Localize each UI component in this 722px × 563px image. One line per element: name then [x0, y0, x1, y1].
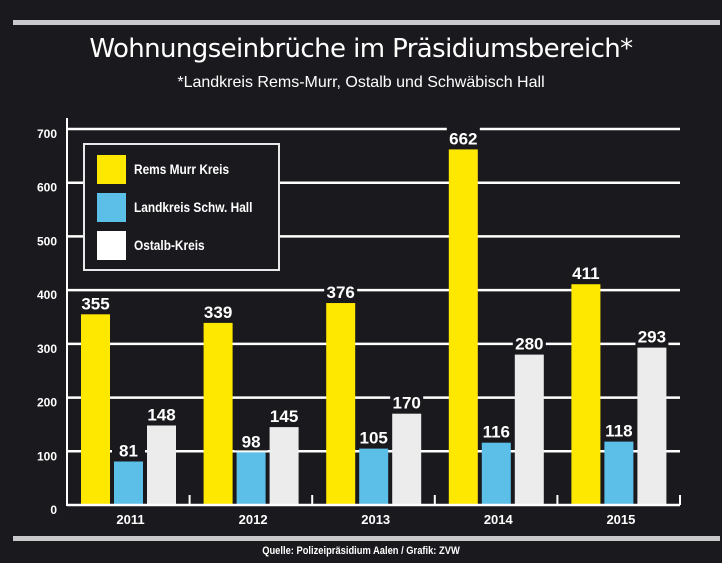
x-tick-label: 2015	[606, 512, 635, 527]
data-label: 98	[242, 432, 261, 451]
x-tick-label: 2014	[484, 512, 514, 527]
bar	[392, 413, 422, 505]
legend-swatch-rems-murr	[97, 154, 126, 184]
legend: Rems Murr Kreis Landkreis Schw. Hall Ost…	[83, 143, 280, 271]
data-label-bg	[267, 405, 301, 426]
data-label: 116	[483, 423, 510, 442]
bar	[481, 442, 511, 505]
data-label-bg	[201, 300, 235, 321]
y-tick-label: 0	[50, 503, 57, 517]
data-label: 376	[327, 283, 355, 302]
data-label-bg	[324, 281, 358, 302]
y-tick-label: 600	[37, 181, 57, 195]
data-label: 411	[572, 264, 599, 283]
legend-label: Ostalb-Kreis	[134, 237, 205, 253]
bar	[637, 347, 667, 505]
data-label-bg	[446, 127, 480, 148]
bar	[514, 354, 544, 505]
chart-title: Wohnungseinbrüche im Präsidiumsbereich*	[89, 34, 633, 64]
data-label-bg	[357, 426, 391, 447]
x-tick-label: 2012	[239, 512, 268, 527]
bar	[236, 452, 266, 505]
data-label-bg	[512, 332, 546, 353]
data-label: 81	[119, 441, 138, 460]
data-label: 118	[605, 422, 632, 441]
data-label: 280	[515, 335, 543, 354]
data-label-bg	[479, 420, 513, 441]
chart-subtitle: *Landkreis Rems-Murr, Ostalb und Schwäbi…	[177, 74, 545, 91]
bar	[571, 284, 601, 505]
legend-swatch-schw-hall	[97, 192, 126, 222]
bottom-rule	[13, 536, 720, 541]
data-label: 293	[638, 328, 666, 347]
bar	[326, 303, 356, 505]
data-label: 355	[81, 294, 109, 313]
data-label: 148	[147, 406, 175, 425]
legend-item-ostalb: Ostalb-Kreis	[97, 230, 214, 260]
bar	[269, 427, 299, 505]
legend-item-schw-hall: Landkreis Schw. Hall	[97, 192, 269, 222]
data-label-bg	[602, 419, 636, 440]
data-label: 145	[270, 407, 298, 426]
data-label: 339	[204, 303, 232, 322]
legend-item-rems-murr: Rems Murr Kreis	[97, 154, 242, 184]
bar	[147, 425, 176, 505]
data-label-bg	[234, 430, 268, 451]
top-rule	[13, 20, 720, 25]
data-label-bg	[635, 325, 669, 346]
y-tick-label: 400	[37, 288, 57, 302]
y-tick-label: 500	[37, 234, 57, 248]
bar	[448, 149, 478, 505]
y-tick-label: 300	[37, 342, 57, 356]
source-credit: Quelle: Polizeipräsidium Aalen / Grafik:…	[262, 545, 460, 557]
x-tick-label: 2011	[116, 512, 144, 527]
data-label: 170	[393, 394, 421, 413]
legend-label: Rems Murr Kreis	[134, 161, 230, 177]
bar	[114, 461, 143, 505]
bar	[203, 322, 233, 505]
y-tick-label: 200	[37, 396, 57, 410]
legend-swatch-ostalb	[97, 230, 126, 260]
data-label-bg	[145, 403, 178, 424]
data-label-bg	[79, 292, 112, 313]
y-tick-label: 700	[37, 127, 57, 141]
y-tick-label: 100	[37, 449, 57, 463]
data-label-bg	[112, 439, 145, 460]
x-tick-label: 2013	[361, 512, 390, 527]
data-label-bg	[569, 262, 603, 283]
data-label: 662	[449, 129, 477, 148]
legend-label: Landkreis Schw. Hall	[134, 199, 253, 215]
data-label-bg	[390, 391, 424, 412]
bar	[604, 441, 634, 505]
bar	[81, 314, 110, 505]
bar	[359, 448, 389, 505]
data-label: 105	[360, 429, 388, 448]
